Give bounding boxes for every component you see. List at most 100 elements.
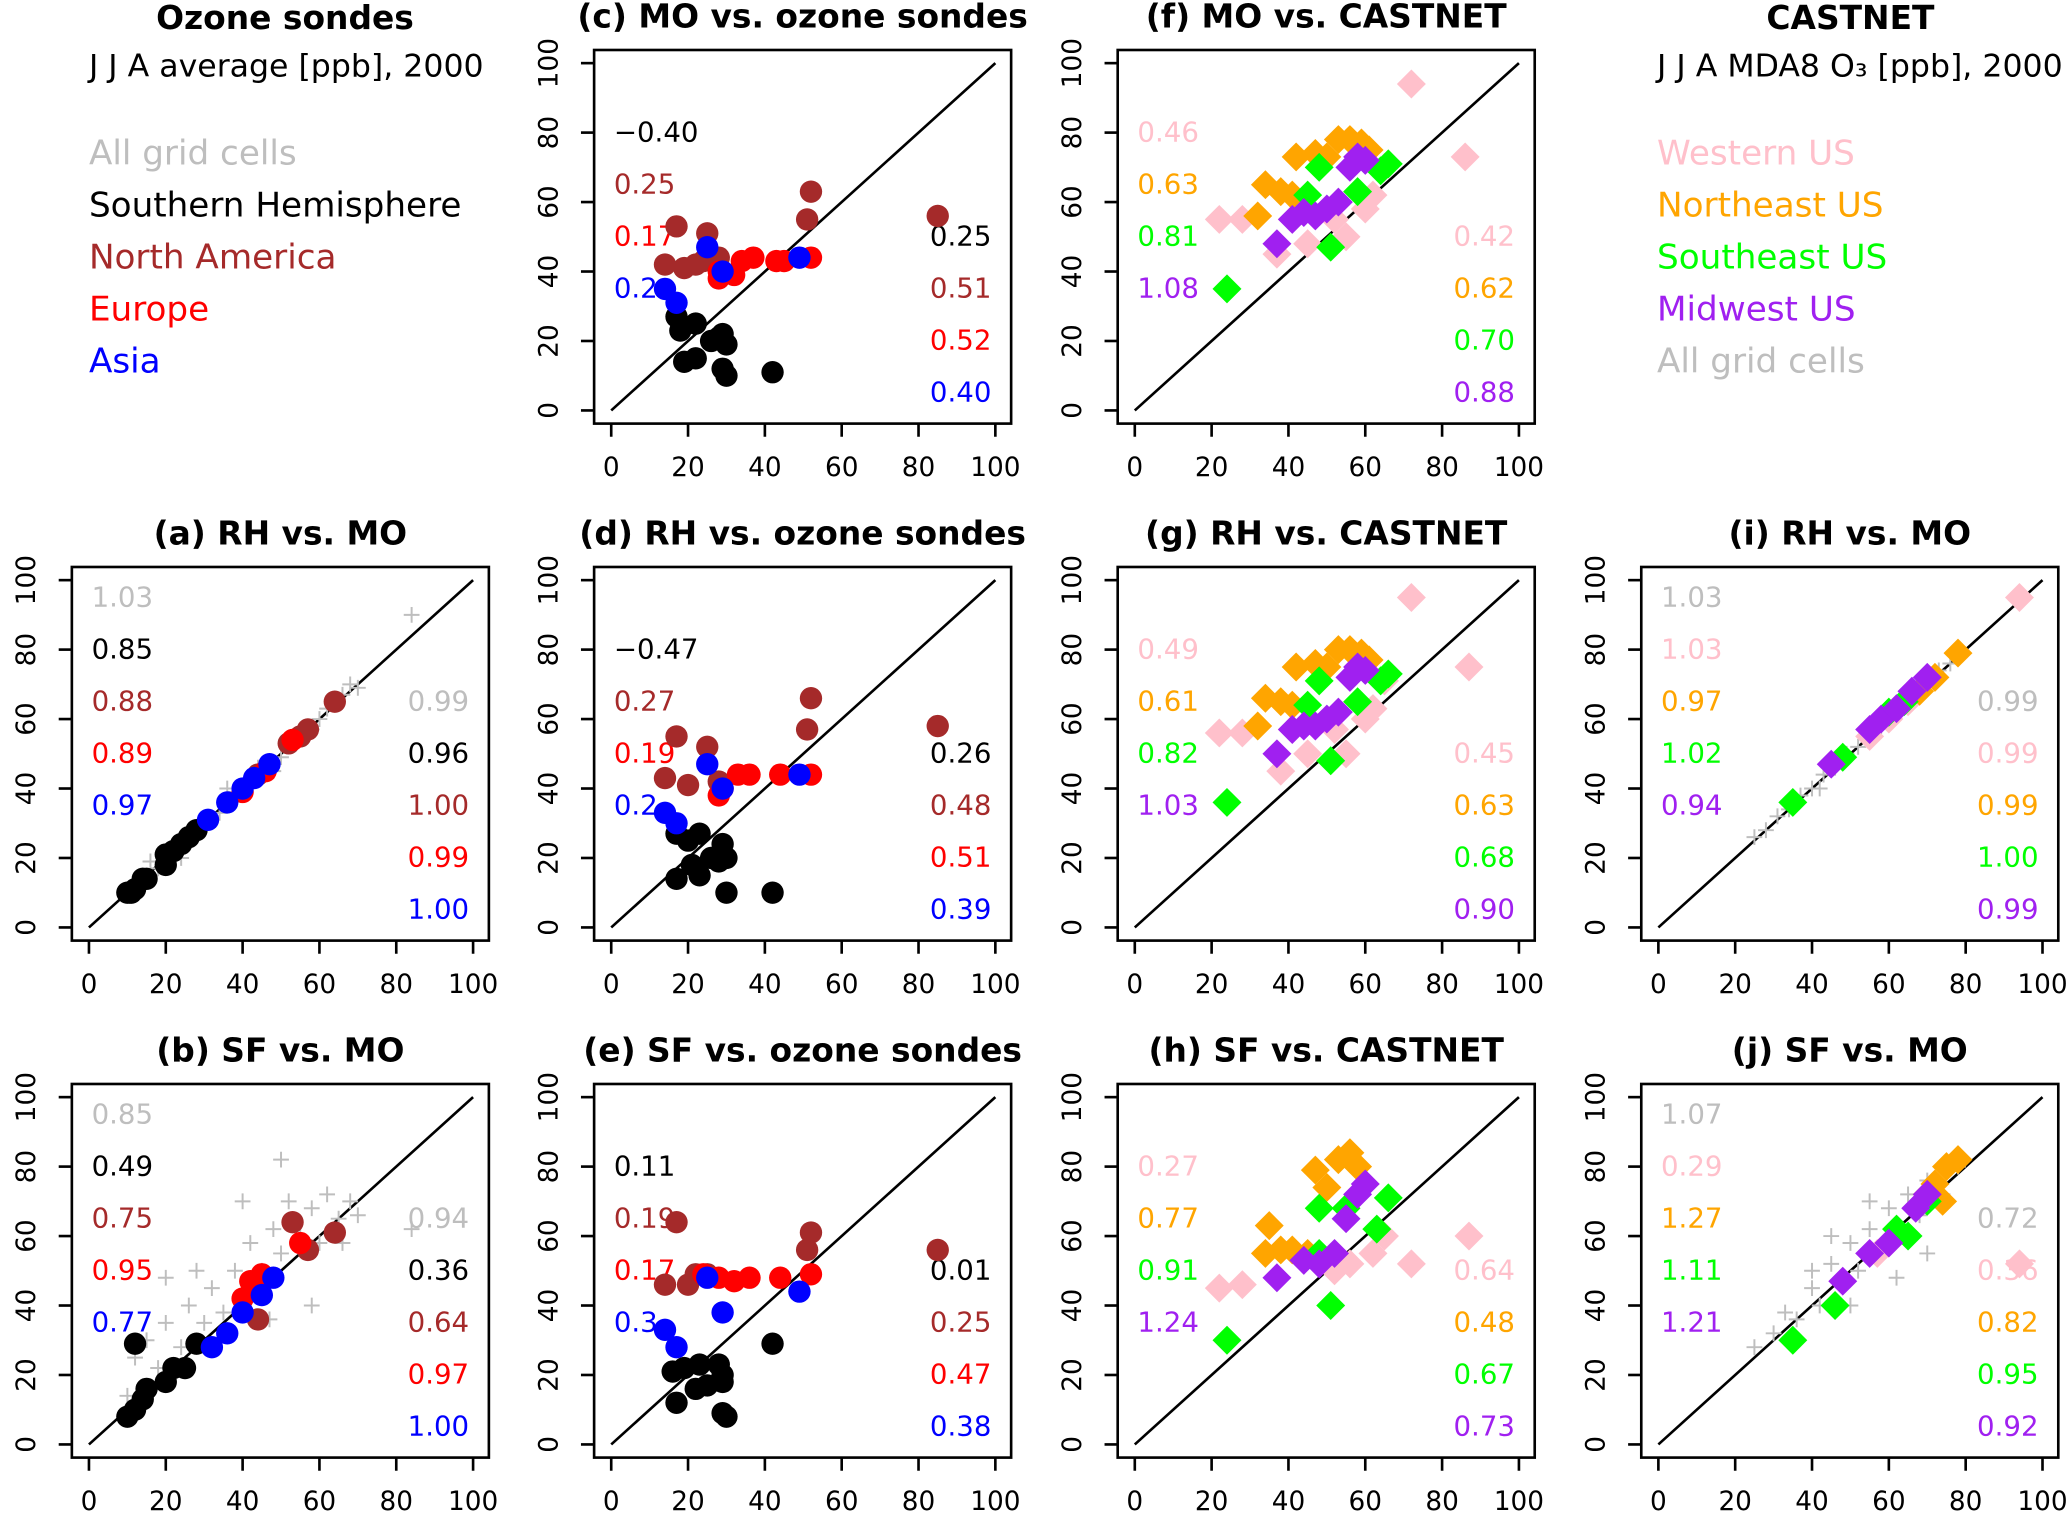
y-tick-label: 0 (1058, 402, 1088, 419)
stat-left: 0.91 (1137, 1253, 1198, 1286)
y-tick-label: 60 (12, 702, 42, 735)
x-tick-label: 40 (748, 970, 781, 1000)
data-point (1912, 662, 1942, 692)
panel-title: (d) RH vs. ozone sondes (579, 514, 1026, 553)
data-point (1758, 822, 1774, 839)
stat-right: 0.99 (1977, 736, 2038, 769)
y-tick-label: 100 (534, 1072, 564, 1122)
data-point (926, 1238, 949, 1262)
x-tick-label: 80 (902, 1487, 935, 1517)
data-point (684, 312, 707, 335)
panel-title: (i) RH vs. MO (1728, 514, 1971, 553)
y-tick-label: 40 (534, 1289, 564, 1322)
data-point (1919, 1245, 1936, 1262)
stat-left: 0.94 (1661, 788, 1722, 821)
legend-item: Southeast US (1657, 237, 1887, 277)
data-point (1396, 583, 1426, 612)
x-tick-label: 40 (748, 1487, 781, 1517)
panel-g: (g) RH vs. CASTNET 0 0 20 20 40 40 60 60 80 80 100 1… (1058, 514, 1544, 1001)
stat-right: 0.51 (930, 271, 991, 304)
data-point (715, 364, 738, 387)
data-point (135, 867, 158, 890)
data-point (1882, 694, 1912, 724)
data-point (1943, 1145, 1973, 1175)
stat-left: 1.03 (92, 581, 153, 614)
data-point (200, 1336, 224, 1359)
y-tick-label: 100 (12, 1072, 42, 1122)
y-tick-label: 80 (534, 116, 564, 149)
panel-c: (c) MO vs. ozone sondes 0 0 20 20 40 40 60 60 80 8… (534, 0, 1028, 483)
data-point (1804, 1280, 1820, 1297)
x-tick-label: 60 (1872, 1487, 1905, 1517)
stat-right: 0.47 (930, 1357, 991, 1390)
data-point (1262, 229, 1292, 259)
stat-left: 0.2 (614, 271, 658, 304)
data-point (696, 1266, 719, 1289)
y-tick-label: 100 (534, 555, 564, 605)
panel-title: (b) SF vs. MO (156, 1031, 404, 1070)
stat-left: 1.03 (1137, 788, 1198, 821)
x-tick-label: 60 (1349, 453, 1382, 483)
data-point (742, 246, 765, 269)
data-point (303, 1297, 320, 1314)
stat-right: 0.64 (1453, 1253, 1514, 1286)
legend-item: All grid cells (89, 133, 297, 173)
stat-left: 0.27 (614, 684, 675, 717)
x-tick-label: 20 (1195, 970, 1228, 1000)
data-point (1362, 1214, 1392, 1244)
data-point (688, 1353, 711, 1376)
stat-right: 0.72 (1977, 1201, 2038, 1234)
y-tick-label: 40 (534, 772, 564, 805)
data-point (665, 1391, 688, 1414)
x-tick-label: 0 (81, 1487, 98, 1517)
panel-j: (j) SF vs. MO 0 0 20 20 40 40 60 60 80 80 100 100 1.0… (1581, 1031, 2067, 1518)
data-point (280, 1193, 297, 1210)
x-tick-label: 60 (825, 970, 858, 1000)
x-tick-label: 40 (748, 453, 781, 483)
data-point (281, 1210, 304, 1234)
x-tick-label: 0 (1126, 970, 1143, 1000)
data-point (303, 1200, 320, 1217)
y-tick-label: 40 (12, 1289, 42, 1322)
x-tick-label: 60 (825, 453, 858, 483)
y-tick-label: 20 (1058, 841, 1088, 874)
stat-left: −0.40 (614, 116, 699, 149)
data-point (349, 679, 366, 696)
x-tick-label: 80 (1425, 1487, 1458, 1517)
data-point (769, 1266, 792, 1289)
stat-right: 0.95 (1977, 1357, 2038, 1390)
data-point (1254, 1211, 1284, 1241)
data-point (196, 1314, 213, 1331)
stat-right: 0.99 (1977, 788, 2038, 821)
data-point (761, 361, 784, 384)
panel-title: (c) MO vs. ozone sondes (577, 0, 1027, 36)
data-point (1304, 1193, 1334, 1223)
data-point (1788, 1311, 1805, 1328)
stat-right: 0.88 (1453, 375, 1514, 408)
data-point (403, 1221, 420, 1238)
stat-right: 1.00 (408, 1409, 469, 1442)
data-point (1823, 1255, 1840, 1272)
y-tick-label: 20 (1581, 1358, 1611, 1391)
x-tick-label: 20 (671, 453, 704, 483)
x-tick-label: 40 (226, 970, 259, 1000)
x-tick-label: 80 (902, 453, 935, 483)
x-tick-label: 60 (1349, 1487, 1382, 1517)
x-tick-label: 60 (303, 970, 336, 1000)
data-point (1778, 1325, 1808, 1355)
x-tick-label: 80 (1949, 1487, 1982, 1517)
data-point (1320, 1238, 1350, 1268)
data-point (1316, 232, 1346, 262)
data-point (1289, 1245, 1319, 1275)
legend-subtitle: J J A MDA8 O₃ [ppb], 2000 (1655, 48, 2063, 84)
stat-left: 0.17 (614, 219, 675, 252)
panel-title: (j) SF vs. MO (1732, 1031, 1968, 1070)
x-tick-label: 100 (448, 1487, 498, 1517)
data-point (1912, 1179, 1942, 1209)
stat-right: 0.38 (930, 1409, 991, 1442)
data-point (242, 766, 266, 790)
data-point (242, 1235, 259, 1251)
stat-left: 0.19 (614, 1201, 675, 1234)
panel-e: (e) SF vs. ozone sondes 0 0 20 20 40 40 60 60 80 8… (534, 1031, 1022, 1518)
stat-left: −0.47 (614, 633, 699, 666)
